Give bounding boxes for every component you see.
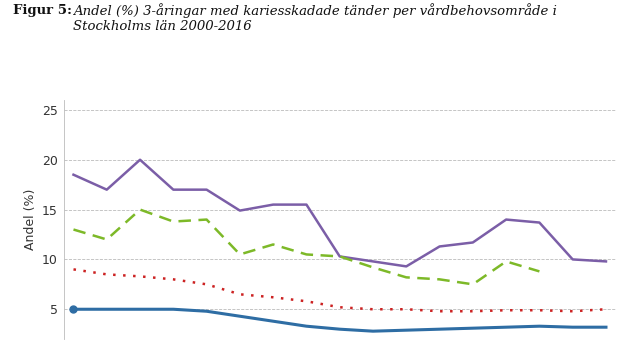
Text: Andel (%) 3-åringar med kariesskadade tänder per vårdbehovsområde i
Stockholms l: Andel (%) 3-åringar med kariesskadade tä… <box>73 4 557 34</box>
Text: Figur 5:: Figur 5: <box>13 4 76 16</box>
Y-axis label: Andel (%): Andel (%) <box>23 189 37 250</box>
